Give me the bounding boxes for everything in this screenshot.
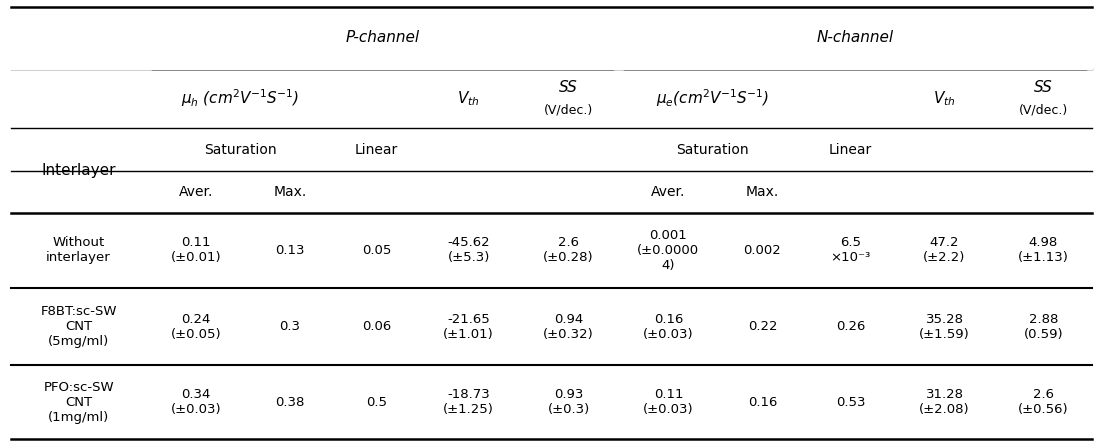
Text: 4.98
(±1.13): 4.98 (±1.13) (1018, 236, 1069, 264)
Text: 0.3: 0.3 (279, 320, 301, 333)
Text: 0.93
(±0.3): 0.93 (±0.3) (547, 388, 590, 416)
Text: 0.5: 0.5 (366, 396, 387, 408)
Text: Max.: Max. (274, 185, 307, 198)
Text: (V/dec.): (V/dec.) (544, 103, 593, 116)
Text: 0.22: 0.22 (748, 320, 778, 333)
Text: -18.73
(±1.25): -18.73 (±1.25) (443, 388, 494, 416)
Text: 0.38: 0.38 (276, 396, 304, 408)
Text: 0.16
(±0.03): 0.16 (±0.03) (643, 313, 694, 341)
Text: 0.34
(±0.03): 0.34 (±0.03) (171, 388, 222, 416)
Text: F8BT:sc-SW
CNT
(5mg/ml): F8BT:sc-SW CNT (5mg/ml) (41, 305, 117, 348)
Text: 0.16: 0.16 (748, 396, 778, 408)
Text: 47.2
(±2.2): 47.2 (±2.2) (923, 236, 966, 264)
Text: 0.06: 0.06 (362, 320, 392, 333)
Text: $\mu_e$(cm$^2$V$^{-1}$S$^{-1}$): $\mu_e$(cm$^2$V$^{-1}$S$^{-1}$) (656, 88, 769, 109)
Text: SS: SS (559, 80, 578, 95)
Text: Max.: Max. (746, 185, 779, 198)
Text: 31.28
(±2.08): 31.28 (±2.08) (919, 388, 970, 416)
Text: 6.5
×10⁻³: 6.5 ×10⁻³ (831, 236, 870, 264)
Text: Aver.: Aver. (651, 185, 686, 198)
Text: 2.6
(±0.56): 2.6 (±0.56) (1018, 388, 1069, 416)
Text: 0.13: 0.13 (276, 244, 304, 257)
Text: 0.11
(±0.01): 0.11 (±0.01) (171, 236, 222, 264)
Text: Interlayer: Interlayer (41, 163, 116, 178)
Text: Saturation: Saturation (204, 143, 277, 156)
Text: 0.24
(±0.05): 0.24 (±0.05) (171, 313, 222, 341)
Text: (V/dec.): (V/dec.) (1018, 103, 1068, 116)
Text: SS: SS (1034, 80, 1052, 95)
Text: 0.11
(±0.03): 0.11 (±0.03) (643, 388, 694, 416)
Text: 2.6
(±0.28): 2.6 (±0.28) (543, 236, 593, 264)
Text: -45.62
(±5.3): -45.62 (±5.3) (448, 236, 490, 264)
Text: 35.28
(±1.59): 35.28 (±1.59) (919, 313, 970, 341)
Text: Linear: Linear (828, 143, 872, 156)
Text: -21.65
(±1.01): -21.65 (±1.01) (443, 313, 494, 341)
Text: 0.53: 0.53 (836, 396, 865, 408)
Text: 0.002: 0.002 (743, 244, 781, 257)
Text: PFO:sc-SW
CNT
(1mg/ml): PFO:sc-SW CNT (1mg/ml) (43, 381, 114, 424)
Text: $\mu_h$ (cm$^2$V$^{-1}$S$^{-1}$): $\mu_h$ (cm$^2$V$^{-1}$S$^{-1}$) (181, 88, 299, 109)
Text: N-channel: N-channel (816, 30, 893, 45)
Text: 2.88
(0.59): 2.88 (0.59) (1024, 313, 1063, 341)
Text: 0.001
(±0.0000
4): 0.001 (±0.0000 4) (638, 229, 699, 272)
Text: 0.05: 0.05 (362, 244, 392, 257)
Text: Aver.: Aver. (179, 185, 213, 198)
Text: 0.26: 0.26 (836, 320, 865, 333)
Text: P-channel: P-channel (345, 30, 419, 45)
Text: Without
interlayer: Without interlayer (46, 236, 111, 264)
Text: Linear: Linear (355, 143, 398, 156)
Text: Saturation: Saturation (676, 143, 749, 156)
Text: 0.94
(±0.32): 0.94 (±0.32) (543, 313, 593, 341)
Text: $V_{th}$: $V_{th}$ (933, 89, 956, 108)
Text: $V_{th}$: $V_{th}$ (458, 89, 480, 108)
